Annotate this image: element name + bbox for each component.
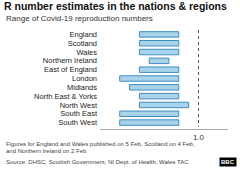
svg-text:London: London: [72, 74, 97, 83]
svg-text:Range of Covid-19 reproduction: Range of Covid-19 reproduction numbers: [6, 14, 153, 23]
svg-text:South East: South East: [60, 109, 98, 118]
svg-text:North East & Yorks: North East & Yorks: [34, 92, 97, 101]
svg-text:1.0: 1.0: [193, 133, 205, 142]
svg-text:Wales: Wales: [76, 48, 97, 57]
svg-text:Scotland: Scotland: [68, 39, 97, 48]
svg-text:England: England: [69, 30, 97, 39]
svg-text:South West: South West: [58, 118, 98, 127]
svg-text:North West: North West: [60, 101, 98, 110]
svg-text:BBC: BBC: [221, 159, 235, 165]
svg-text:Northern Ireland: Northern Ireland: [43, 56, 97, 65]
svg-text:Figures for England and Wales: Figures for England and Wales published …: [6, 141, 195, 147]
svg-text:R number estimates in the nati: R number estimates in the nations & regi…: [4, 0, 227, 12]
svg-text:East of England: East of England: [44, 65, 97, 74]
svg-text:and Northern Ireland on 2 Feb: and Northern Ireland on 2 Feb: [6, 148, 87, 154]
svg-text:Midlands: Midlands: [67, 83, 97, 92]
svg-text:Source: DHSC, Scottish Governm: Source: DHSC, Scottish Government, NI De…: [6, 159, 189, 165]
